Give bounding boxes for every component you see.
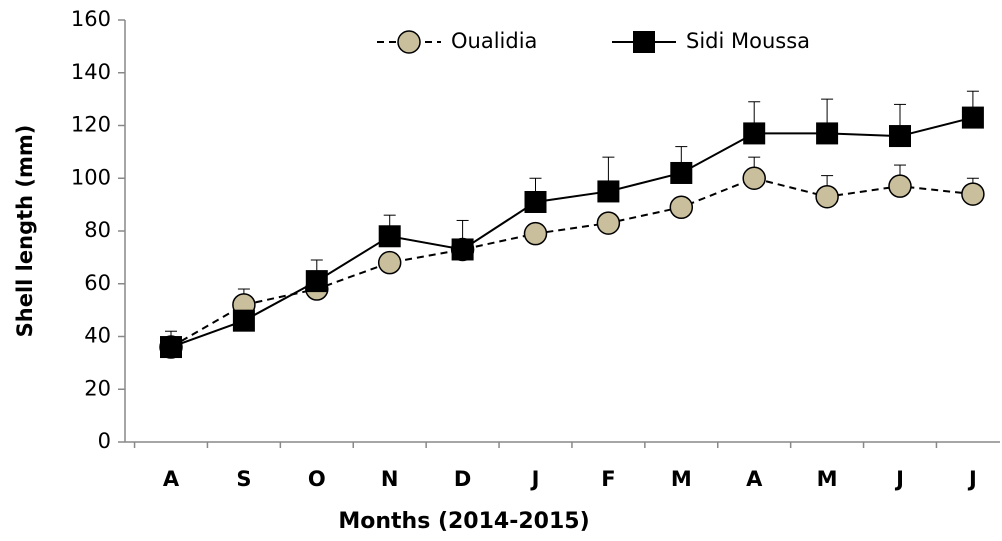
y-tick-label: 100: [71, 165, 111, 189]
data-point: [743, 122, 766, 145]
data-point: [232, 309, 255, 332]
data-point: [961, 106, 984, 129]
y-tick-label: 80: [84, 218, 111, 242]
data-point: [669, 195, 694, 220]
legend-marker: [397, 30, 421, 54]
x-tick-label: O: [308, 467, 326, 491]
y-tick-label: 0: [98, 429, 111, 453]
data-point: [378, 225, 401, 248]
data-point: [305, 270, 328, 293]
x-tick-label: N: [381, 467, 399, 491]
data-point: [377, 250, 402, 275]
x-tick-label: A: [746, 467, 763, 491]
legend-label: Oualidia: [451, 29, 537, 53]
data-point: [742, 166, 766, 190]
x-tick-label: S: [236, 467, 251, 491]
y-tick-label: 120: [71, 113, 111, 137]
x-tick-label: A: [163, 467, 180, 491]
series-line: [170, 116, 974, 348]
x-tick-label: J: [967, 467, 977, 491]
y-axis-title: Shell length (mm): [13, 125, 37, 338]
x-tick-label: J: [894, 467, 904, 491]
data-point: [888, 174, 912, 198]
data-point: [160, 336, 182, 359]
y-tick-label: 60: [84, 271, 111, 295]
data-point: [523, 221, 548, 246]
data-point: [961, 182, 985, 206]
y-tick-label: 20: [84, 376, 111, 400]
data-point: [597, 180, 620, 203]
x-tick-label: M: [671, 467, 692, 491]
x-tick-label: F: [601, 467, 615, 491]
data-point: [889, 125, 911, 148]
y-tick-label: 40: [84, 324, 111, 348]
series-line: [170, 177, 974, 348]
data-point: [451, 238, 474, 261]
data-point: [815, 184, 839, 209]
y-tick-label: 140: [71, 60, 111, 84]
x-axis-title: Months (2014-2015): [338, 509, 589, 534]
x-tick-label: J: [530, 467, 540, 491]
x-tick-label: M: [817, 467, 838, 491]
data-point: [596, 211, 621, 235]
data-point: [524, 190, 547, 213]
x-tick-label: D: [454, 467, 471, 491]
y-tick-label: 160: [71, 7, 111, 31]
data-point: [670, 161, 693, 184]
data-point: [816, 122, 839, 145]
legend-marker: [633, 31, 655, 53]
legend-label: Sidi Moussa: [686, 29, 810, 53]
